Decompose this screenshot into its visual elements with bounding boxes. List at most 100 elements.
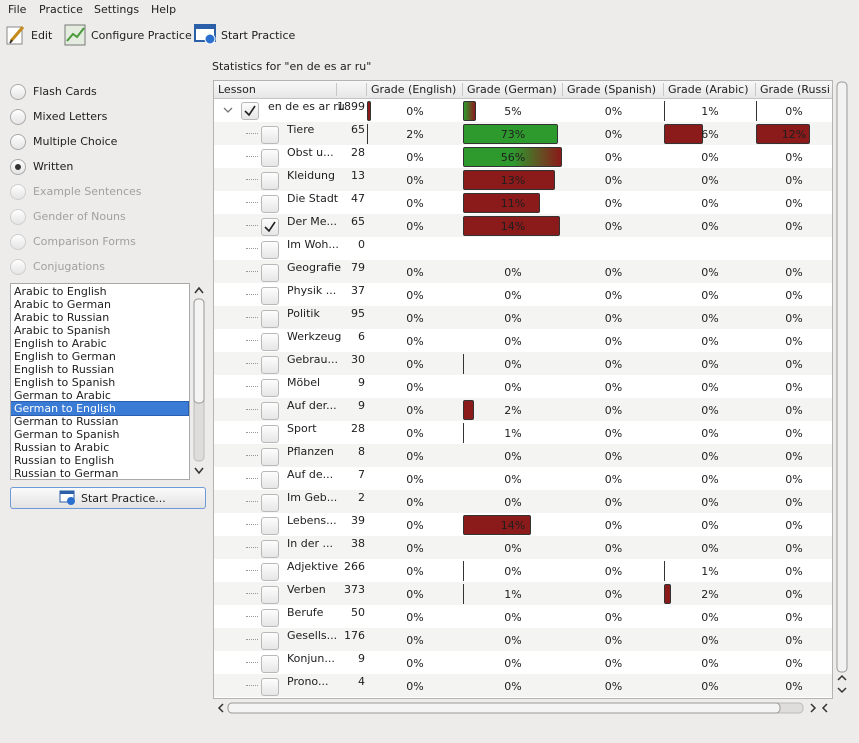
lesson-checkbox[interactable]: [261, 448, 279, 466]
lesson-checkbox[interactable]: [261, 287, 279, 305]
direction-item[interactable]: Russian to Arabic: [14, 441, 110, 454]
table-row[interactable]: Der Me... 65 0% 14% 0% 0% 0%: [214, 214, 832, 237]
lesson-checkbox[interactable]: [261, 655, 279, 673]
table-row[interactable]: Kleidung 13 0% 13% 0% 0% 0%: [214, 168, 832, 191]
lesson-checkbox[interactable]: [241, 102, 259, 120]
table-row[interactable]: Geografie 79 0% 0% 0% 0% 0%: [214, 260, 832, 283]
table-row[interactable]: Adjektive 266 0% 0% 0% 1% 0%: [214, 559, 832, 582]
direction-list[interactable]: Arabic to English Arabic to German Arabic …: [10, 283, 190, 480]
table-row[interactable]: Pflanzen 8 0% 0% 0% 0% 0%: [214, 444, 832, 467]
table-row[interactable]: Auf der... 9 0% 2% 0% 0% 0%: [214, 398, 832, 421]
menu-item[interactable]: Help: [151, 3, 177, 16]
lesson-checkbox[interactable]: [261, 632, 279, 650]
lesson-checkbox[interactable]: [261, 609, 279, 627]
table-row[interactable]: Im Woh... 0: [214, 237, 832, 260]
lesson-checkbox[interactable]: [261, 172, 279, 190]
lesson-checkbox[interactable]: [261, 149, 279, 167]
table-row[interactable]: Möbel 9 0% 0% 0% 0% 0%: [214, 375, 832, 398]
direction-item[interactable]: English to Spanish: [14, 376, 116, 389]
grade-label: 0%: [406, 450, 424, 463]
direction-item[interactable]: Russian to German: [14, 467, 119, 480]
direction-item[interactable]: Arabic to English: [14, 285, 107, 298]
table-row[interactable]: Sport 28 0% 1% 0% 0% 0%: [214, 421, 832, 444]
table-row[interactable]: Konjun... 9 0% 0% 0% 0% 0%: [214, 651, 832, 674]
toolbar-button[interactable]: Edit: [31, 29, 53, 42]
table-vscrollbar[interactable]: [834, 80, 850, 697]
column-header[interactable]: Grade (English): [371, 83, 457, 96]
radio-button[interactable]: [10, 134, 26, 150]
lesson-checkbox[interactable]: [261, 333, 279, 351]
mode-label[interactable]: Multiple Choice: [33, 135, 118, 148]
table-row[interactable]: Tiere 65 2% 73% 0% 6% 12%: [214, 122, 832, 145]
column-header[interactable]: Grade (Spanish): [567, 83, 657, 96]
toolbar-button[interactable]: Configure Practice: [91, 29, 192, 42]
table-row[interactable]: Gebrau... 30 0% 0% 0% 0% 0%: [214, 352, 832, 375]
table-row[interactable]: Im Geb... 2 0% 0% 0% 0% 0%: [214, 490, 832, 513]
menu-item[interactable]: File: [8, 3, 27, 16]
tree-branch: [246, 524, 258, 525]
mode-label[interactable]: Mixed Letters: [33, 110, 108, 123]
table-row[interactable]: Obst u... 28 0% 56% 0% 0% 0%: [214, 145, 832, 168]
direction-item[interactable]: German to Spanish: [14, 428, 120, 441]
lesson-name: Geografie: [287, 261, 341, 274]
direction-item[interactable]: Arabic to Russian: [14, 311, 110, 324]
table-row[interactable]: Lebens... 39 0% 14% 0% 0% 0%: [214, 513, 832, 536]
table-row[interactable]: Werkzeug 6 0% 0% 0% 0% 0%: [214, 329, 832, 352]
table-hscrollbar[interactable]: [213, 700, 833, 716]
lesson-checkbox[interactable]: [261, 563, 279, 581]
table-row[interactable]: Die Stadt 47 0% 11% 0% 0% 0%: [214, 191, 832, 214]
lesson-checkbox[interactable]: [261, 425, 279, 443]
grade-label: 0%: [604, 588, 623, 601]
column-header[interactable]: Grade (Arabic): [668, 83, 749, 96]
table-row[interactable]: Auf de... 7 0% 0% 0% 0% 0%: [214, 467, 832, 490]
radio-button[interactable]: [10, 109, 26, 125]
lesson-checkbox[interactable]: [261, 517, 279, 535]
lesson-checkbox[interactable]: [261, 494, 279, 512]
menu-item[interactable]: Settings: [94, 3, 140, 16]
list-scrollbar[interactable]: [191, 283, 207, 478]
direction-item[interactable]: English to German: [14, 350, 116, 363]
lesson-checkbox[interactable]: [261, 471, 279, 489]
lesson-checkbox[interactable]: [261, 586, 279, 604]
lesson-checkbox[interactable]: [261, 379, 279, 397]
table-row[interactable]: Berufe 50 0% 0% 0% 0% 0%: [214, 605, 832, 628]
direction-item[interactable]: Arabic to German: [14, 298, 111, 311]
lesson-checkbox[interactable]: [261, 126, 279, 144]
expand-arrow[interactable]: [222, 104, 234, 116]
mode-label[interactable]: Written: [33, 160, 74, 173]
column-header[interactable]: Grade (Russian): [760, 83, 830, 96]
lesson-checkbox[interactable]: [261, 356, 279, 374]
lesson-checkbox[interactable]: [261, 218, 279, 236]
direction-item[interactable]: Russian to English: [14, 454, 115, 467]
start-practice-button[interactable]: Start Practice...: [10, 487, 206, 509]
lesson-checkbox[interactable]: [261, 678, 279, 696]
lesson-checkbox[interactable]: [261, 310, 279, 328]
direction-item[interactable]: German to Russian: [14, 415, 119, 428]
direction-item[interactable]: English to Russian: [14, 363, 115, 376]
direction-item[interactable]: English to Arabic: [14, 337, 107, 350]
table-row[interactable]: Verben 373 0% 1% 0% 2% 0%: [214, 582, 832, 605]
direction-item[interactable]: German to Arabic: [14, 389, 111, 402]
lesson-checkbox[interactable]: [261, 540, 279, 558]
direction-item[interactable]: German to English: [11, 401, 189, 416]
lesson-checkbox[interactable]: [261, 241, 279, 259]
lesson-checkbox[interactable]: [261, 195, 279, 213]
mode-label[interactable]: Flash Cards: [33, 85, 97, 98]
grade-label: 0%: [406, 588, 424, 601]
lesson-checkbox[interactable]: [261, 402, 279, 420]
grade-bar: [664, 101, 665, 121]
table-row[interactable]: Politik 95 0% 0% 0% 0% 0%: [214, 306, 832, 329]
table-row[interactable]: en de es ar ru 1899 0% 5% 0% 1% 0%: [214, 99, 832, 122]
column-header[interactable]: Lesson: [218, 83, 256, 96]
table-row[interactable]: Gesells... 176 0% 0% 0% 0% 0%: [214, 628, 832, 651]
table-row[interactable]: Prono... 4 0% 0% 0% 0% 0%: [214, 674, 832, 697]
lesson-checkbox[interactable]: [261, 264, 279, 282]
radio-button[interactable]: [10, 84, 26, 100]
radio-button[interactable]: [10, 159, 26, 175]
menu-item[interactable]: Practice: [39, 3, 83, 16]
column-header[interactable]: Grade (German): [467, 83, 557, 96]
table-row[interactable]: Physik ... 37 0% 0% 0% 0% 0%: [214, 283, 832, 306]
toolbar-button[interactable]: Start Practice: [221, 29, 296, 42]
table-row[interactable]: In der ... 38 0% 0% 0% 0% 0%: [214, 536, 832, 559]
direction-item[interactable]: Arabic to Spanish: [14, 324, 111, 337]
